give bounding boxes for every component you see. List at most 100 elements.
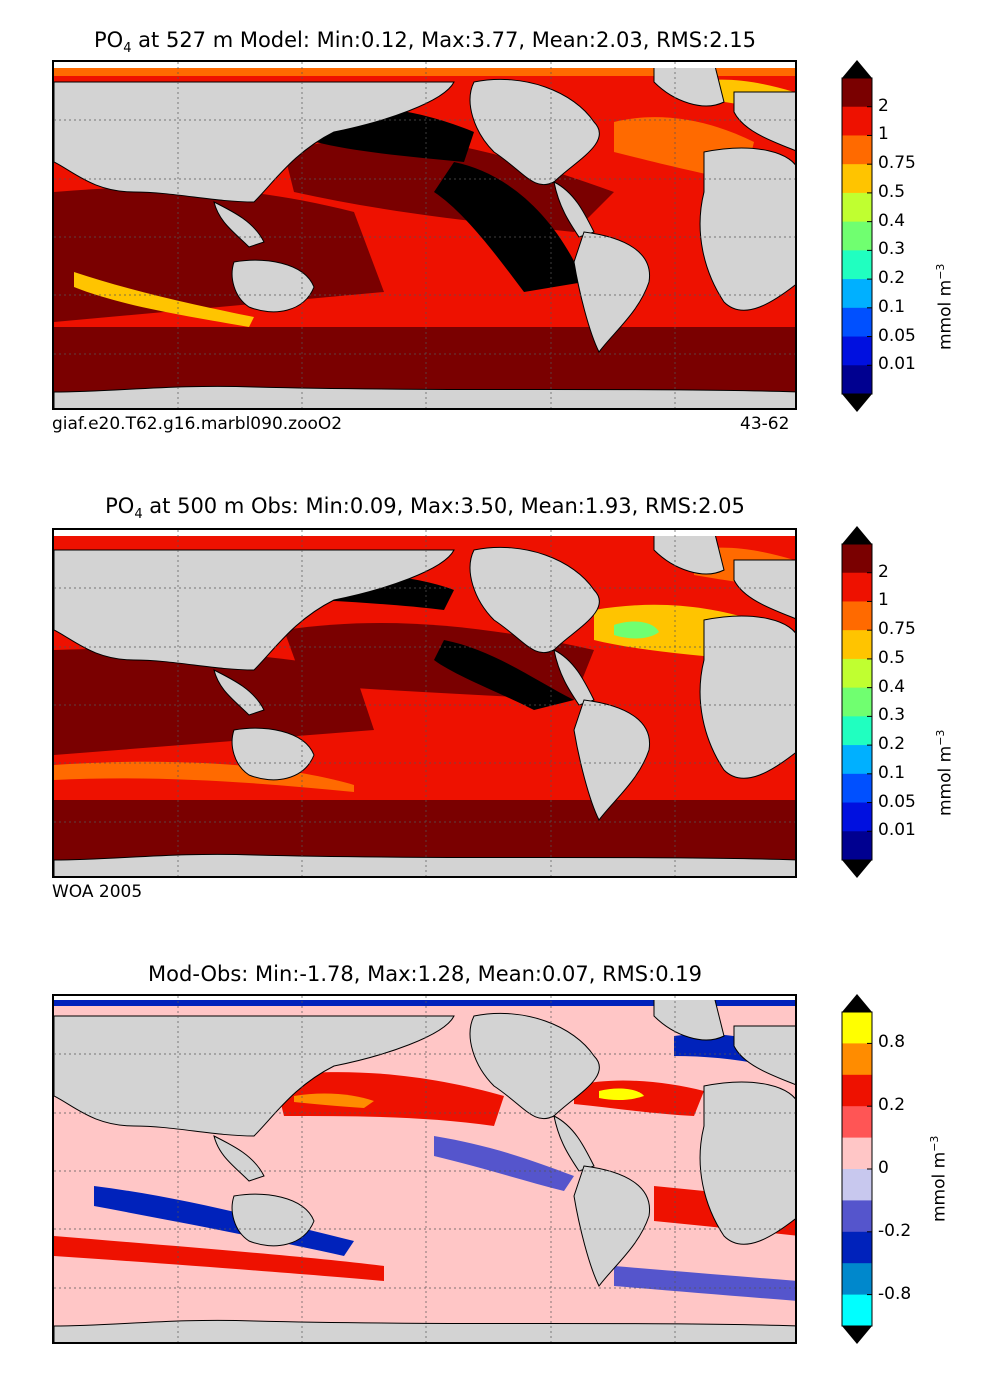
colorbar-obs-svg bbox=[841, 526, 873, 878]
colorbar-tick-label: 0.2 bbox=[878, 268, 906, 289]
antarctica bbox=[54, 385, 795, 408]
colorbar-unit-label: mmol m−3 bbox=[934, 729, 956, 816]
colorbar-segment bbox=[842, 831, 872, 861]
colorbar-over-arrow bbox=[842, 526, 872, 544]
colorbar-segment bbox=[842, 1294, 872, 1327]
southern-atlantic-negative bbox=[614, 1266, 795, 1301]
map-model bbox=[52, 60, 797, 410]
gulf-stream-max bbox=[599, 1088, 644, 1101]
circumpolar-positive bbox=[54, 1236, 384, 1281]
colorbar-segment bbox=[842, 307, 872, 338]
colorbar-tick-label: 1 bbox=[878, 590, 889, 611]
north-edge-missing bbox=[54, 62, 795, 68]
map-model-svg bbox=[54, 62, 795, 408]
colorbar-tick-label: -0.8 bbox=[878, 1283, 912, 1304]
colorbar-segment bbox=[842, 544, 872, 574]
africa bbox=[699, 147, 795, 311]
colorbar-diff-svg bbox=[841, 994, 873, 1344]
north-america bbox=[469, 78, 600, 186]
colorbar-tick-label: 0.2 bbox=[878, 1095, 906, 1116]
caption-dataset: WOA 2005 bbox=[52, 882, 143, 902]
eurasia-left bbox=[54, 81, 455, 203]
map-diff-svg bbox=[54, 996, 795, 1342]
landmasses bbox=[54, 530, 795, 876]
colorbar-under-arrow bbox=[842, 1326, 872, 1344]
grid-lines bbox=[54, 530, 795, 876]
colorbar-segment bbox=[842, 279, 872, 309]
colorbar-segment bbox=[842, 687, 872, 717]
title-prefix: PO bbox=[105, 494, 135, 518]
colorbar-unit-label: mmol m−3 bbox=[934, 263, 956, 350]
colorbar-tick-label: 0.75 bbox=[878, 153, 916, 174]
colorbar-segment bbox=[842, 192, 872, 223]
eastern-pacific-core bbox=[434, 640, 574, 710]
colorbar-segment bbox=[842, 1012, 872, 1044]
indian-ocean-region bbox=[54, 648, 374, 755]
south-indian-front bbox=[54, 761, 354, 792]
colorbar-segment bbox=[842, 1200, 872, 1233]
eurasia-left bbox=[54, 549, 455, 671]
title-prefix: PO bbox=[94, 28, 124, 52]
title-text: Mod-Obs: Min:-1.78, Max:1.28, Mean:0.07,… bbox=[148, 962, 702, 986]
colorbar-segment bbox=[842, 1231, 872, 1264]
maritime-continent bbox=[213, 669, 265, 716]
central-america bbox=[553, 1115, 595, 1172]
colorbar-segment bbox=[842, 1169, 872, 1201]
colorbar-segment bbox=[842, 601, 872, 631]
colorbar-tick-label: 0.1 bbox=[878, 762, 906, 783]
colorbar-segment bbox=[842, 336, 872, 366]
colorbar-segment bbox=[842, 221, 872, 251]
title-text: at 500 m Obs: Min:0.09, Max:3.50, Mean:1… bbox=[142, 494, 745, 518]
colorbar-model: 2 1 0.75 0.5 0.4 0.3 0.2 0.1 0.05 0.01 mmol m−3 bbox=[841, 60, 982, 412]
maritime-continent bbox=[213, 201, 265, 248]
colorbar-segment bbox=[842, 164, 872, 194]
africa bbox=[699, 615, 795, 779]
australia bbox=[231, 259, 315, 313]
map-diff bbox=[52, 994, 797, 1344]
title-text: at 527 m Model: Min:0.12, Max:3.77, Mean… bbox=[131, 28, 756, 52]
title-subscript: 4 bbox=[134, 507, 143, 523]
colorbar-tick-label: 0.05 bbox=[878, 791, 916, 812]
europe bbox=[733, 91, 795, 151]
colorbar-obs: 2 1 0.75 0.5 0.4 0.3 0.2 0.1 0.05 0.01 mmol m−3 bbox=[841, 526, 982, 878]
kuroshio-high bbox=[294, 1093, 374, 1108]
colorbar-segment bbox=[842, 716, 872, 746]
grid-lines bbox=[54, 996, 795, 1342]
greenland bbox=[653, 996, 725, 1041]
north-atlantic-positive bbox=[574, 1080, 704, 1116]
colorbar-under-arrow bbox=[842, 860, 872, 878]
colorbar-tick-label: 0.2 bbox=[878, 734, 906, 755]
grid-lines bbox=[54, 62, 795, 408]
colorbar-under-arrow bbox=[842, 394, 872, 412]
north-edge-missing bbox=[54, 996, 795, 1000]
tropical-pacific-negative bbox=[434, 1136, 574, 1191]
colorbar-segment bbox=[842, 365, 872, 395]
north-pacific-positive bbox=[274, 1072, 504, 1126]
colorbar-segment bbox=[842, 250, 872, 280]
maritime-continent bbox=[213, 1135, 265, 1182]
colorbar-segment bbox=[842, 802, 872, 832]
colorbar-segment bbox=[842, 135, 872, 165]
eurasia-left bbox=[54, 1015, 455, 1137]
north-america bbox=[469, 546, 600, 654]
colorbar-tick-label: 0.75 bbox=[878, 619, 916, 640]
colorbar-tick-label: 0.05 bbox=[878, 325, 916, 346]
colorbar-tick-label: -0.2 bbox=[878, 1220, 912, 1241]
europe bbox=[733, 1025, 795, 1085]
colorbar-segment bbox=[842, 1137, 872, 1170]
antarctica bbox=[54, 1319, 795, 1342]
colorbar-segment bbox=[842, 572, 872, 602]
eastern-pacific-core bbox=[434, 162, 584, 292]
colorbar-segment bbox=[842, 773, 872, 804]
colorbar-unit-label: mmol m−3 bbox=[928, 1135, 950, 1222]
landmasses bbox=[54, 996, 795, 1342]
colorbar-segment bbox=[842, 78, 872, 108]
caption-experiment: giaf.e20.T62.g16.marbl090.zooO2 bbox=[52, 414, 343, 434]
africa bbox=[699, 1081, 795, 1245]
greenland bbox=[653, 62, 725, 107]
panel-title-obs: PO4 at 500 m Obs: Min:0.09, Max:3.50, Me… bbox=[0, 494, 850, 522]
colorbar-tick-label: 0.4 bbox=[878, 210, 906, 231]
south-indian-front bbox=[74, 272, 254, 327]
colorbar-segment bbox=[842, 658, 872, 689]
central-america bbox=[553, 649, 595, 706]
